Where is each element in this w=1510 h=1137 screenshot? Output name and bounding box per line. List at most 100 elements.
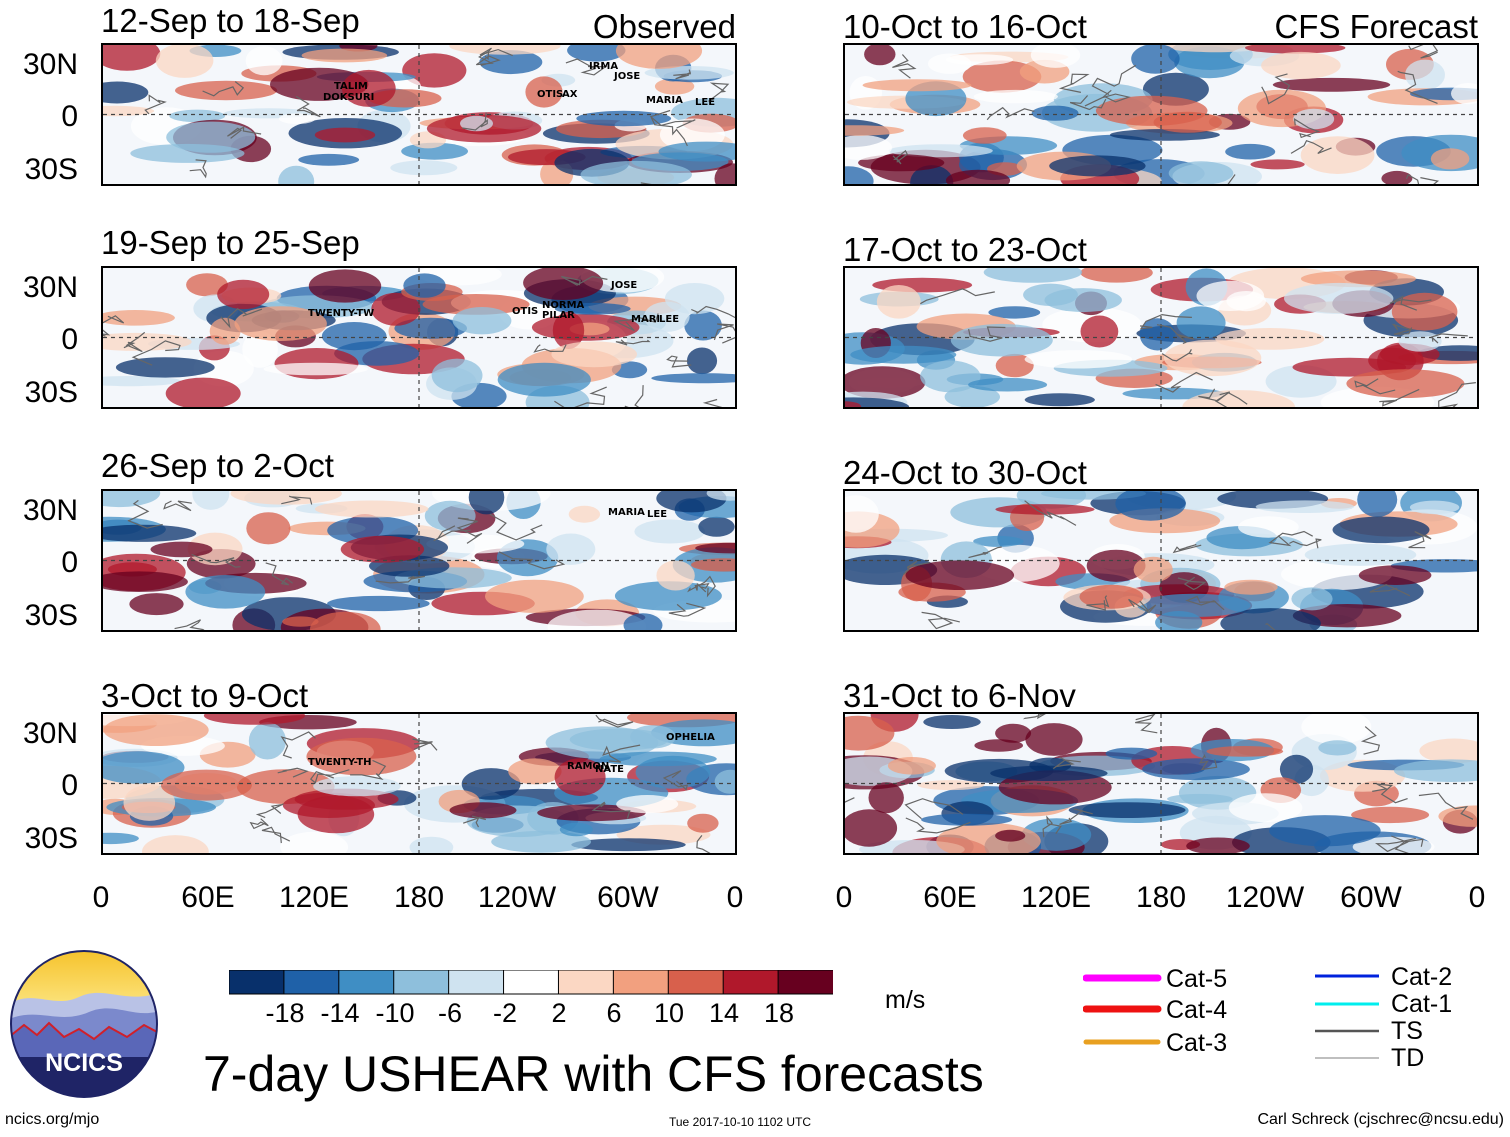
anomaly-contour — [245, 46, 283, 76]
anomaly-contour — [1430, 148, 1470, 170]
coastline — [1069, 95, 1107, 111]
anomaly-contour — [341, 69, 396, 107]
anomaly-contour — [203, 714, 306, 725]
anomaly-contour — [1153, 111, 1222, 133]
anomaly-contour — [1220, 608, 1321, 630]
colorbar-swatch — [777, 970, 833, 995]
lat-label-0: 0 — [61, 769, 78, 802]
lon-label: 0 — [835, 881, 853, 914]
storm-label: PILAR — [542, 310, 575, 321]
coastline — [650, 117, 688, 147]
anomaly-contour — [314, 500, 429, 518]
lon-label: 120W — [477, 881, 557, 914]
anomaly-contour — [567, 45, 626, 62]
storm-label: LEE — [659, 314, 679, 325]
coastline — [1261, 73, 1291, 105]
anomaly-contour — [103, 714, 209, 746]
coastline — [565, 58, 608, 76]
legend-cat1: Cat-1 — [1391, 990, 1453, 1018]
anomaly-contour — [321, 322, 387, 351]
storm-overlay-2: TWENTY-TW NORMA OTIS PILAR JOSE MARI LEE — [308, 280, 679, 325]
lat-label-30n: 30N — [22, 494, 78, 527]
coastline — [479, 47, 513, 60]
coastline — [905, 817, 971, 834]
anomaly-contour — [868, 782, 904, 814]
lon-label: 120E — [278, 881, 350, 914]
coastline — [892, 54, 917, 79]
anomaly-contour — [234, 306, 327, 341]
anomaly-contour — [280, 831, 349, 853]
anomaly-contour — [1398, 331, 1442, 352]
anomaly-contour — [1080, 315, 1119, 348]
storm-overlay-1: TALIM DOKSURI IRMA JOSE OTIS AX MARIA LE… — [323, 61, 715, 108]
anomaly-contour — [1304, 543, 1417, 566]
anomaly-contour — [123, 784, 176, 821]
coastline — [350, 759, 387, 781]
anomaly-contour — [1318, 740, 1357, 756]
colorbar-tick: -18 — [265, 998, 305, 1028]
panel-title-obs-3: 26-Sep to 2-Oct — [101, 447, 334, 484]
coastline — [1369, 584, 1411, 597]
anomaly-contour — [1381, 170, 1413, 184]
anomaly-contour — [927, 53, 972, 74]
lon-label: 180 — [393, 881, 445, 914]
coastline — [624, 385, 644, 407]
anomaly-contour — [944, 385, 1000, 407]
footer-url[interactable]: ncics.org/mjo — [5, 1111, 100, 1128]
coastline — [687, 575, 716, 598]
coastline — [309, 769, 350, 784]
anomaly-contour — [686, 347, 718, 375]
anomaly-contour — [1281, 558, 1393, 591]
storm-label: TALIM — [334, 81, 368, 92]
anomaly-contour — [1409, 500, 1460, 515]
coastline — [1185, 595, 1225, 611]
anomaly-contour — [129, 593, 184, 616]
coastline — [189, 159, 207, 179]
lon-label: 60W — [1340, 881, 1402, 914]
coastline — [163, 500, 192, 512]
storm-label: LEE — [647, 509, 667, 520]
anomaly-contour — [1300, 136, 1375, 174]
anomaly-contour — [551, 341, 637, 368]
map-panel-fcst-4 — [843, 712, 1479, 855]
footer-author: Carl Schreck (cjschrec@ncsu.edu) — [1257, 1111, 1504, 1128]
coastline — [265, 562, 293, 586]
coastline — [615, 339, 651, 346]
legend-swatches-left — [1083, 974, 1162, 1045]
anomaly-contour — [654, 78, 695, 95]
coastline — [1405, 174, 1440, 184]
coastline — [1430, 333, 1468, 344]
anomaly-contour — [1269, 815, 1381, 847]
anomaly-contour — [545, 726, 659, 759]
coastline — [920, 288, 995, 305]
colorbar-tick: -14 — [320, 998, 360, 1028]
anomaly-contour — [850, 345, 957, 364]
anomaly-contour — [623, 613, 663, 630]
legend-ts: TS — [1391, 1017, 1423, 1045]
anomaly-contour — [1225, 143, 1276, 160]
coastline — [892, 149, 908, 165]
anomaly-contour — [552, 311, 585, 349]
coastline — [127, 499, 163, 529]
lat-label-30s: 30S — [24, 599, 78, 632]
coastline — [673, 69, 692, 80]
anomaly-contour — [263, 362, 368, 376]
anomaly-contour — [1284, 282, 1394, 314]
coastline — [1084, 89, 1131, 107]
anomaly-contour — [1438, 805, 1477, 827]
lat-label-30n: 30N — [22, 717, 78, 750]
coastline — [463, 815, 487, 828]
coastline — [554, 386, 607, 407]
anomaly-contour — [571, 838, 686, 852]
colorbar-units: m/s — [885, 986, 926, 1014]
coastline — [668, 602, 707, 617]
colorbar-tick: 2 — [551, 998, 567, 1028]
coastline — [255, 803, 284, 819]
anomaly-contour — [687, 813, 719, 833]
legend-td: TD — [1391, 1044, 1425, 1072]
colorbar-swatch — [667, 970, 725, 995]
colorbar-swatch — [283, 970, 340, 995]
anomaly-contour — [1105, 747, 1158, 760]
anomaly-contour — [658, 141, 735, 162]
anomaly-contour — [995, 829, 1026, 842]
